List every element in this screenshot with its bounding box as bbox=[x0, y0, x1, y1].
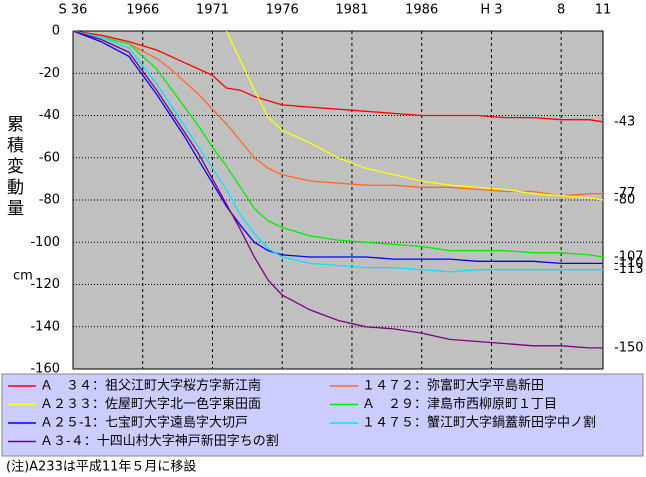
x-tick-label: 1971 bbox=[196, 3, 229, 18]
x-tick-label: H 3 bbox=[480, 3, 502, 18]
end-value-label: -80 bbox=[614, 193, 635, 208]
legend-label: Ａ２５-1：七宝町大字遠島字大切戸 bbox=[40, 416, 248, 431]
x-tick-label: 1981 bbox=[335, 3, 368, 18]
x-tick-label: 8 bbox=[557, 3, 565, 18]
end-value-label: -113 bbox=[614, 262, 644, 277]
y-tick-label: -60 bbox=[39, 150, 60, 165]
x-tick-label: 11 bbox=[595, 3, 612, 18]
legend-label: １４７２：弥富町大字平島新田 bbox=[362, 378, 544, 394]
legend-label: １４７５：蟹江町大字鍋蓋新田字中ノ割 bbox=[362, 415, 596, 431]
series-line bbox=[72, 30, 604, 258]
series-line bbox=[72, 30, 603, 349]
x-tick-label: 1986 bbox=[405, 3, 438, 18]
series-line bbox=[225, 30, 604, 201]
series-line bbox=[72, 30, 603, 197]
y-tick-label: -120 bbox=[30, 277, 60, 292]
note: (注)A233は平成11年５月に移設 bbox=[6, 459, 196, 475]
series-line bbox=[72, 30, 603, 265]
series-line bbox=[72, 30, 604, 123]
y-tick-label: -140 bbox=[30, 319, 60, 334]
end-value-label: -110 bbox=[614, 256, 644, 271]
legend-label: Ａ ３４：祖父江町大字桜方字新江南 bbox=[40, 378, 261, 394]
y-tick-label: -40 bbox=[39, 108, 60, 123]
end-value-label: -107 bbox=[614, 250, 644, 265]
legend-label: Ａ ２９：津島市西柳原町１丁目 bbox=[362, 396, 557, 412]
y-tick-label: -80 bbox=[39, 193, 60, 208]
y-axis-unit: cm bbox=[13, 269, 33, 284]
legend-label: Ａ２３３：佐屋町大字北一色字東田面 bbox=[40, 396, 261, 412]
end-value-label: -77 bbox=[614, 186, 635, 201]
y-tick-label: -100 bbox=[30, 235, 60, 250]
x-tick-label: 1976 bbox=[266, 3, 299, 18]
x-tick-label: S 36 bbox=[59, 3, 88, 18]
series-line bbox=[72, 30, 603, 273]
end-value-label: -43 bbox=[614, 114, 635, 129]
y-tick-label: 0 bbox=[52, 24, 60, 39]
y-tick-label: -160 bbox=[30, 362, 60, 377]
legend-box bbox=[1, 373, 644, 457]
x-tick-label: 1966 bbox=[126, 3, 159, 18]
legend-label: Ａ３-４：十四山村大字神戸新田字ちの割 bbox=[40, 433, 279, 449]
y-axis-label: 累積変動量 bbox=[3, 115, 24, 220]
y-tick-label: -20 bbox=[39, 66, 60, 81]
end-value-label: -150 bbox=[614, 340, 644, 355]
